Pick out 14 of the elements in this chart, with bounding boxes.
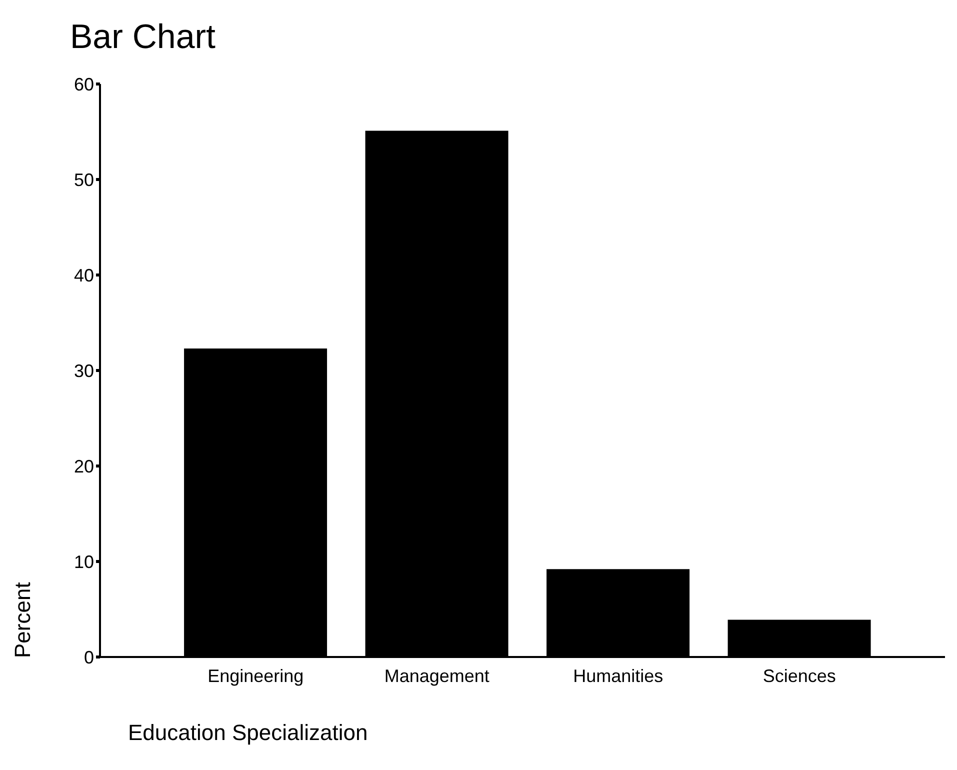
y-axis-title: Percent: [10, 582, 36, 658]
x-axis-title: Education Specialization: [128, 720, 368, 746]
x-tick-label: Management: [384, 666, 490, 686]
y-tick-label: 40: [74, 265, 94, 286]
x-tick-label: Engineering: [208, 666, 304, 686]
y-tick-label: 50: [74, 170, 94, 190]
y-tick-label: 10: [74, 552, 94, 572]
x-tick-label: Humanities: [573, 666, 664, 686]
y-tick-label: 0: [84, 647, 94, 668]
x-tick-label: Sciences: [762, 666, 836, 686]
y-tick-label: 60: [74, 74, 94, 94]
y-tick-label: 30: [74, 360, 94, 381]
y-tick-label: 20: [74, 456, 94, 476]
chart-title: Bar Chart: [70, 18, 216, 57]
